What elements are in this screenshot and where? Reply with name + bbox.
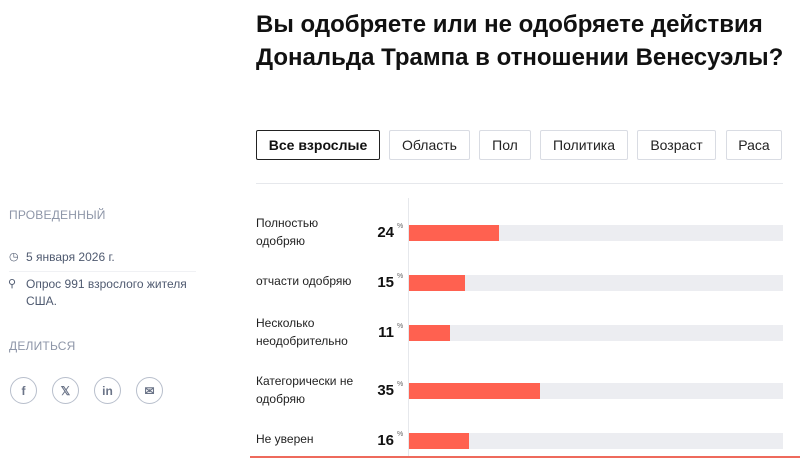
bar-value: 11 xyxy=(378,324,394,341)
percent-sign: % xyxy=(397,323,404,330)
bar-label: Категорически не одобряю xyxy=(256,374,354,406)
share-heading: ДЕЛИТЬСЯ xyxy=(9,339,76,353)
facebook-icon[interactable]: f xyxy=(10,377,37,404)
bar xyxy=(409,275,466,291)
tab-0[interactable]: Все взрослые xyxy=(256,130,380,160)
sidebar-divider xyxy=(9,271,196,272)
survey-date: 5 января 2026 г. xyxy=(26,250,115,264)
clock-icon: ◷ xyxy=(9,251,19,263)
linkedin-icon[interactable]: in xyxy=(94,377,121,404)
tab-4[interactable]: Возраст xyxy=(637,130,716,160)
bar-label: Не уверен xyxy=(256,432,314,446)
bar-track xyxy=(409,433,783,449)
bar-track xyxy=(409,225,783,241)
tab-5[interactable]: Раса xyxy=(726,130,782,160)
bar xyxy=(409,225,499,241)
bar-value: 24 xyxy=(377,224,394,241)
percent-sign: % xyxy=(397,381,404,388)
tab-2[interactable]: Пол xyxy=(479,130,531,160)
bottom-rule xyxy=(250,456,800,458)
email-icon[interactable]: ✉ xyxy=(136,377,163,404)
person-icon: ⚲ xyxy=(8,278,17,290)
bar xyxy=(409,325,451,341)
percent-sign: % xyxy=(397,273,404,280)
percent-sign: % xyxy=(397,431,404,438)
bar-value: 15 xyxy=(377,274,394,291)
chart-axis xyxy=(408,198,409,458)
bar xyxy=(409,433,469,449)
percent-sign: % xyxy=(397,223,404,230)
bar xyxy=(409,383,540,399)
tab-1[interactable]: Область xyxy=(389,130,470,160)
bar-label: Несколько неодобрительно xyxy=(256,316,348,348)
bar-label: отчасти одобряю xyxy=(256,274,352,288)
bar-value: 35 xyxy=(377,382,394,399)
page-title: Вы одобряете или не одобряете действия Д… xyxy=(256,11,784,71)
survey-sample: Опрос 991 взрослого жителя США. xyxy=(26,277,187,308)
bar-label: Полностью одобряю xyxy=(256,216,319,248)
divider xyxy=(256,183,783,184)
bar-value: 16 xyxy=(377,432,394,449)
conducted-heading: ПРОВЕДЕННЫЙ xyxy=(9,208,106,222)
x-icon[interactable]: 𝕏 xyxy=(52,377,79,404)
tab-3[interactable]: Политика xyxy=(540,130,628,160)
bar-track xyxy=(409,275,783,291)
bar-track xyxy=(409,325,783,341)
bar-track xyxy=(409,383,783,399)
